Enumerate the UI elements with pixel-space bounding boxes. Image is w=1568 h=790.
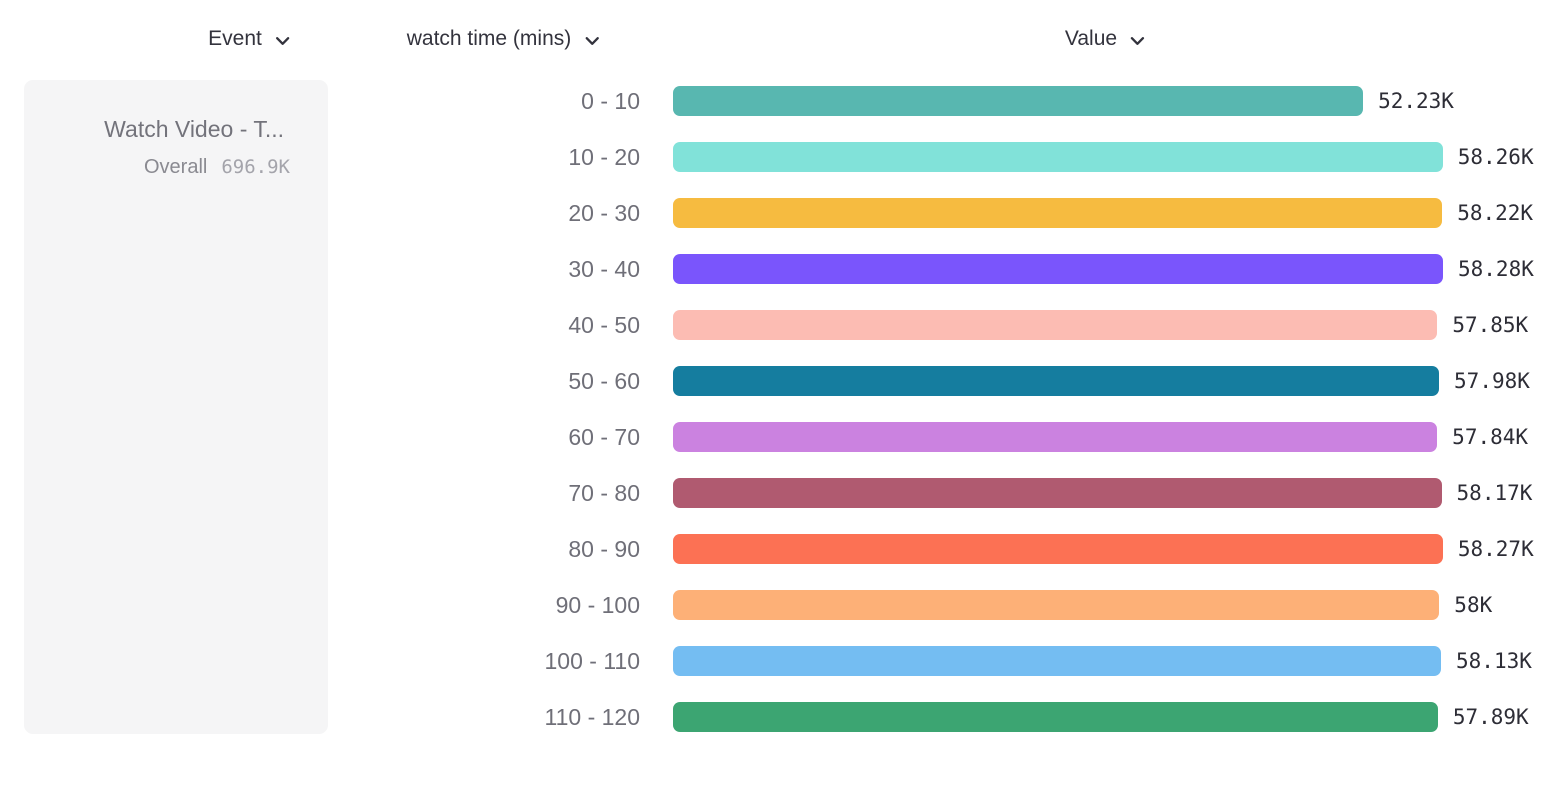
value-label: 57.84K [1452, 425, 1529, 449]
value-label: 57.85K [1452, 313, 1529, 337]
column-header-label: Value [1064, 27, 1118, 50]
category-label: 110 - 120 [544, 703, 640, 730]
bar-segment[interactable] [673, 534, 1443, 564]
value-label: 58.22K [1457, 201, 1534, 225]
chevron-down-icon [1130, 36, 1145, 45]
column-header-label: watch time (mins) [406, 27, 572, 50]
value-label: 58.17K [1456, 481, 1533, 505]
value-label: 58.28K [1458, 257, 1534, 281]
category-label: 50 - 60 [568, 367, 640, 394]
bar-row: 30 - 40 58.28K [0, 241, 1568, 297]
bar-row: 50 - 60 57.98K [0, 353, 1568, 409]
category-label: 80 - 90 [568, 535, 640, 562]
bar-row: 80 - 90 58.27K [0, 521, 1568, 577]
column-header-label: Event [208, 27, 262, 50]
category-label: 100 - 110 [544, 647, 640, 674]
bar-row: 0 - 10 52.23K [0, 73, 1568, 129]
overall-value: 696.9K [221, 156, 290, 178]
value-label: 58.13K [1456, 649, 1532, 673]
bar-segment[interactable] [673, 310, 1438, 340]
bar-row: 110 - 120 57.89K [0, 689, 1568, 745]
bar-segment[interactable] [673, 366, 1440, 396]
value-label: 58.26K [1457, 145, 1534, 169]
category-label: 70 - 80 [568, 479, 640, 506]
overall-label: Overall [144, 156, 208, 178]
category-label: 40 - 50 [568, 311, 640, 338]
bar-segment[interactable] [673, 590, 1440, 620]
overall-row: Overall 696.9K [144, 156, 290, 179]
event-card[interactable]: Watch Video - T... Overall 696.9K [24, 80, 328, 734]
chevron-down-icon [275, 36, 290, 45]
bar-segment[interactable] [673, 86, 1364, 116]
bar-segment[interactable] [673, 198, 1443, 228]
bar-row: 10 - 20 58.26K [0, 129, 1568, 185]
category-label: 60 - 70 [568, 423, 640, 450]
bar-segment[interactable] [673, 142, 1443, 172]
bar-row: 40 - 50 57.85K [0, 297, 1568, 353]
category-label: 20 - 30 [568, 199, 640, 226]
event-name: Watch Video - T... [104, 116, 284, 142]
bar-chart: 0 - 10 52.23K 10 - 20 58.26K 20 - 30 58.22K 30… [0, 73, 1568, 745]
bar-row: 90 - 100 58K [0, 577, 1568, 633]
value-label: 52.23K [1378, 89, 1454, 113]
column-header-event[interactable]: Event [208, 27, 290, 51]
category-label: 0 - 10 [581, 87, 640, 114]
bar-row: 60 - 70 57.84K [0, 409, 1568, 465]
category-label: 10 - 20 [568, 143, 640, 170]
bar-row: 70 - 80 58.17K [0, 465, 1568, 521]
category-label: 90 - 100 [555, 591, 640, 618]
chevron-down-icon [585, 36, 599, 45]
bar-segment[interactable] [673, 646, 1442, 676]
bar-segment[interactable] [673, 254, 1443, 284]
value-label: 57.89K [1452, 705, 1529, 729]
bar-row: 20 - 30 58.22K [0, 185, 1568, 241]
column-header-watch-time[interactable]: watch time (mins) [407, 27, 600, 51]
bar-segment[interactable] [673, 478, 1442, 508]
bar-row: 100 - 110 58.13K [0, 633, 1568, 689]
value-label: 58.27K [1457, 537, 1534, 561]
bar-segment[interactable] [673, 422, 1438, 452]
bar-segment[interactable] [673, 702, 1438, 732]
value-label: 57.98K [1454, 369, 1530, 393]
category-label: 30 - 40 [568, 255, 640, 282]
value-label: 58K [1454, 593, 1493, 617]
column-header-value[interactable]: Value [1065, 27, 1145, 51]
